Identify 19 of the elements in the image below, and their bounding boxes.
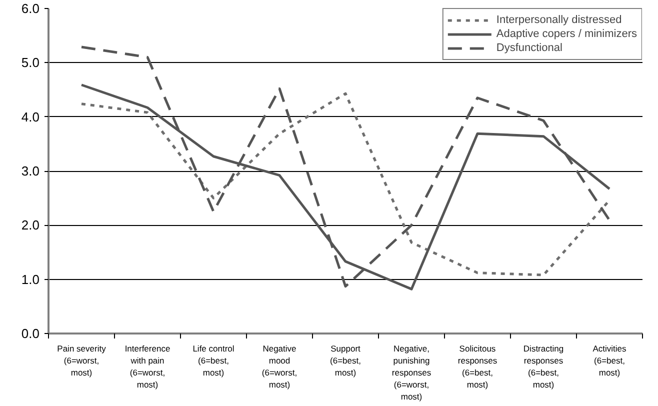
x-tick-label: Interference with pain (6=worst, most) (124, 344, 170, 390)
x-tick-label: Solicitous responses (6=best, most) (458, 344, 498, 390)
y-tick-label: 6.0 (21, 1, 40, 16)
y-tick-label: 0.0 (21, 326, 40, 341)
x-tick-label: Pain severity (6=worst, most) (57, 344, 107, 378)
y-tick-label: 5.0 (21, 55, 40, 70)
y-tick-label: 1.0 (21, 272, 40, 287)
y-tick-label: 4.0 (21, 109, 40, 124)
legend-label: Adaptive copers / minimizers (496, 27, 637, 41)
legend-label: Interpersonally distressed (496, 13, 622, 27)
legend-label: Dysfunctional (496, 41, 562, 55)
x-tick-label: Life control (6=best, most) (192, 344, 234, 378)
x-tick-label: Activities (6=best, most) (592, 344, 626, 378)
x-tick-label: Negative, punishing responses (6=worst, most) (392, 344, 432, 402)
y-tick-label: 3.0 (21, 164, 40, 178)
x-tick-label: Negative mood (6=worst, most) (262, 344, 298, 390)
y-tick-label: 2.0 (21, 218, 40, 233)
x-tick-label: Support (6=best, most) (330, 344, 362, 378)
x-tick-label: Distracting responses (6=best, most) (523, 344, 564, 390)
